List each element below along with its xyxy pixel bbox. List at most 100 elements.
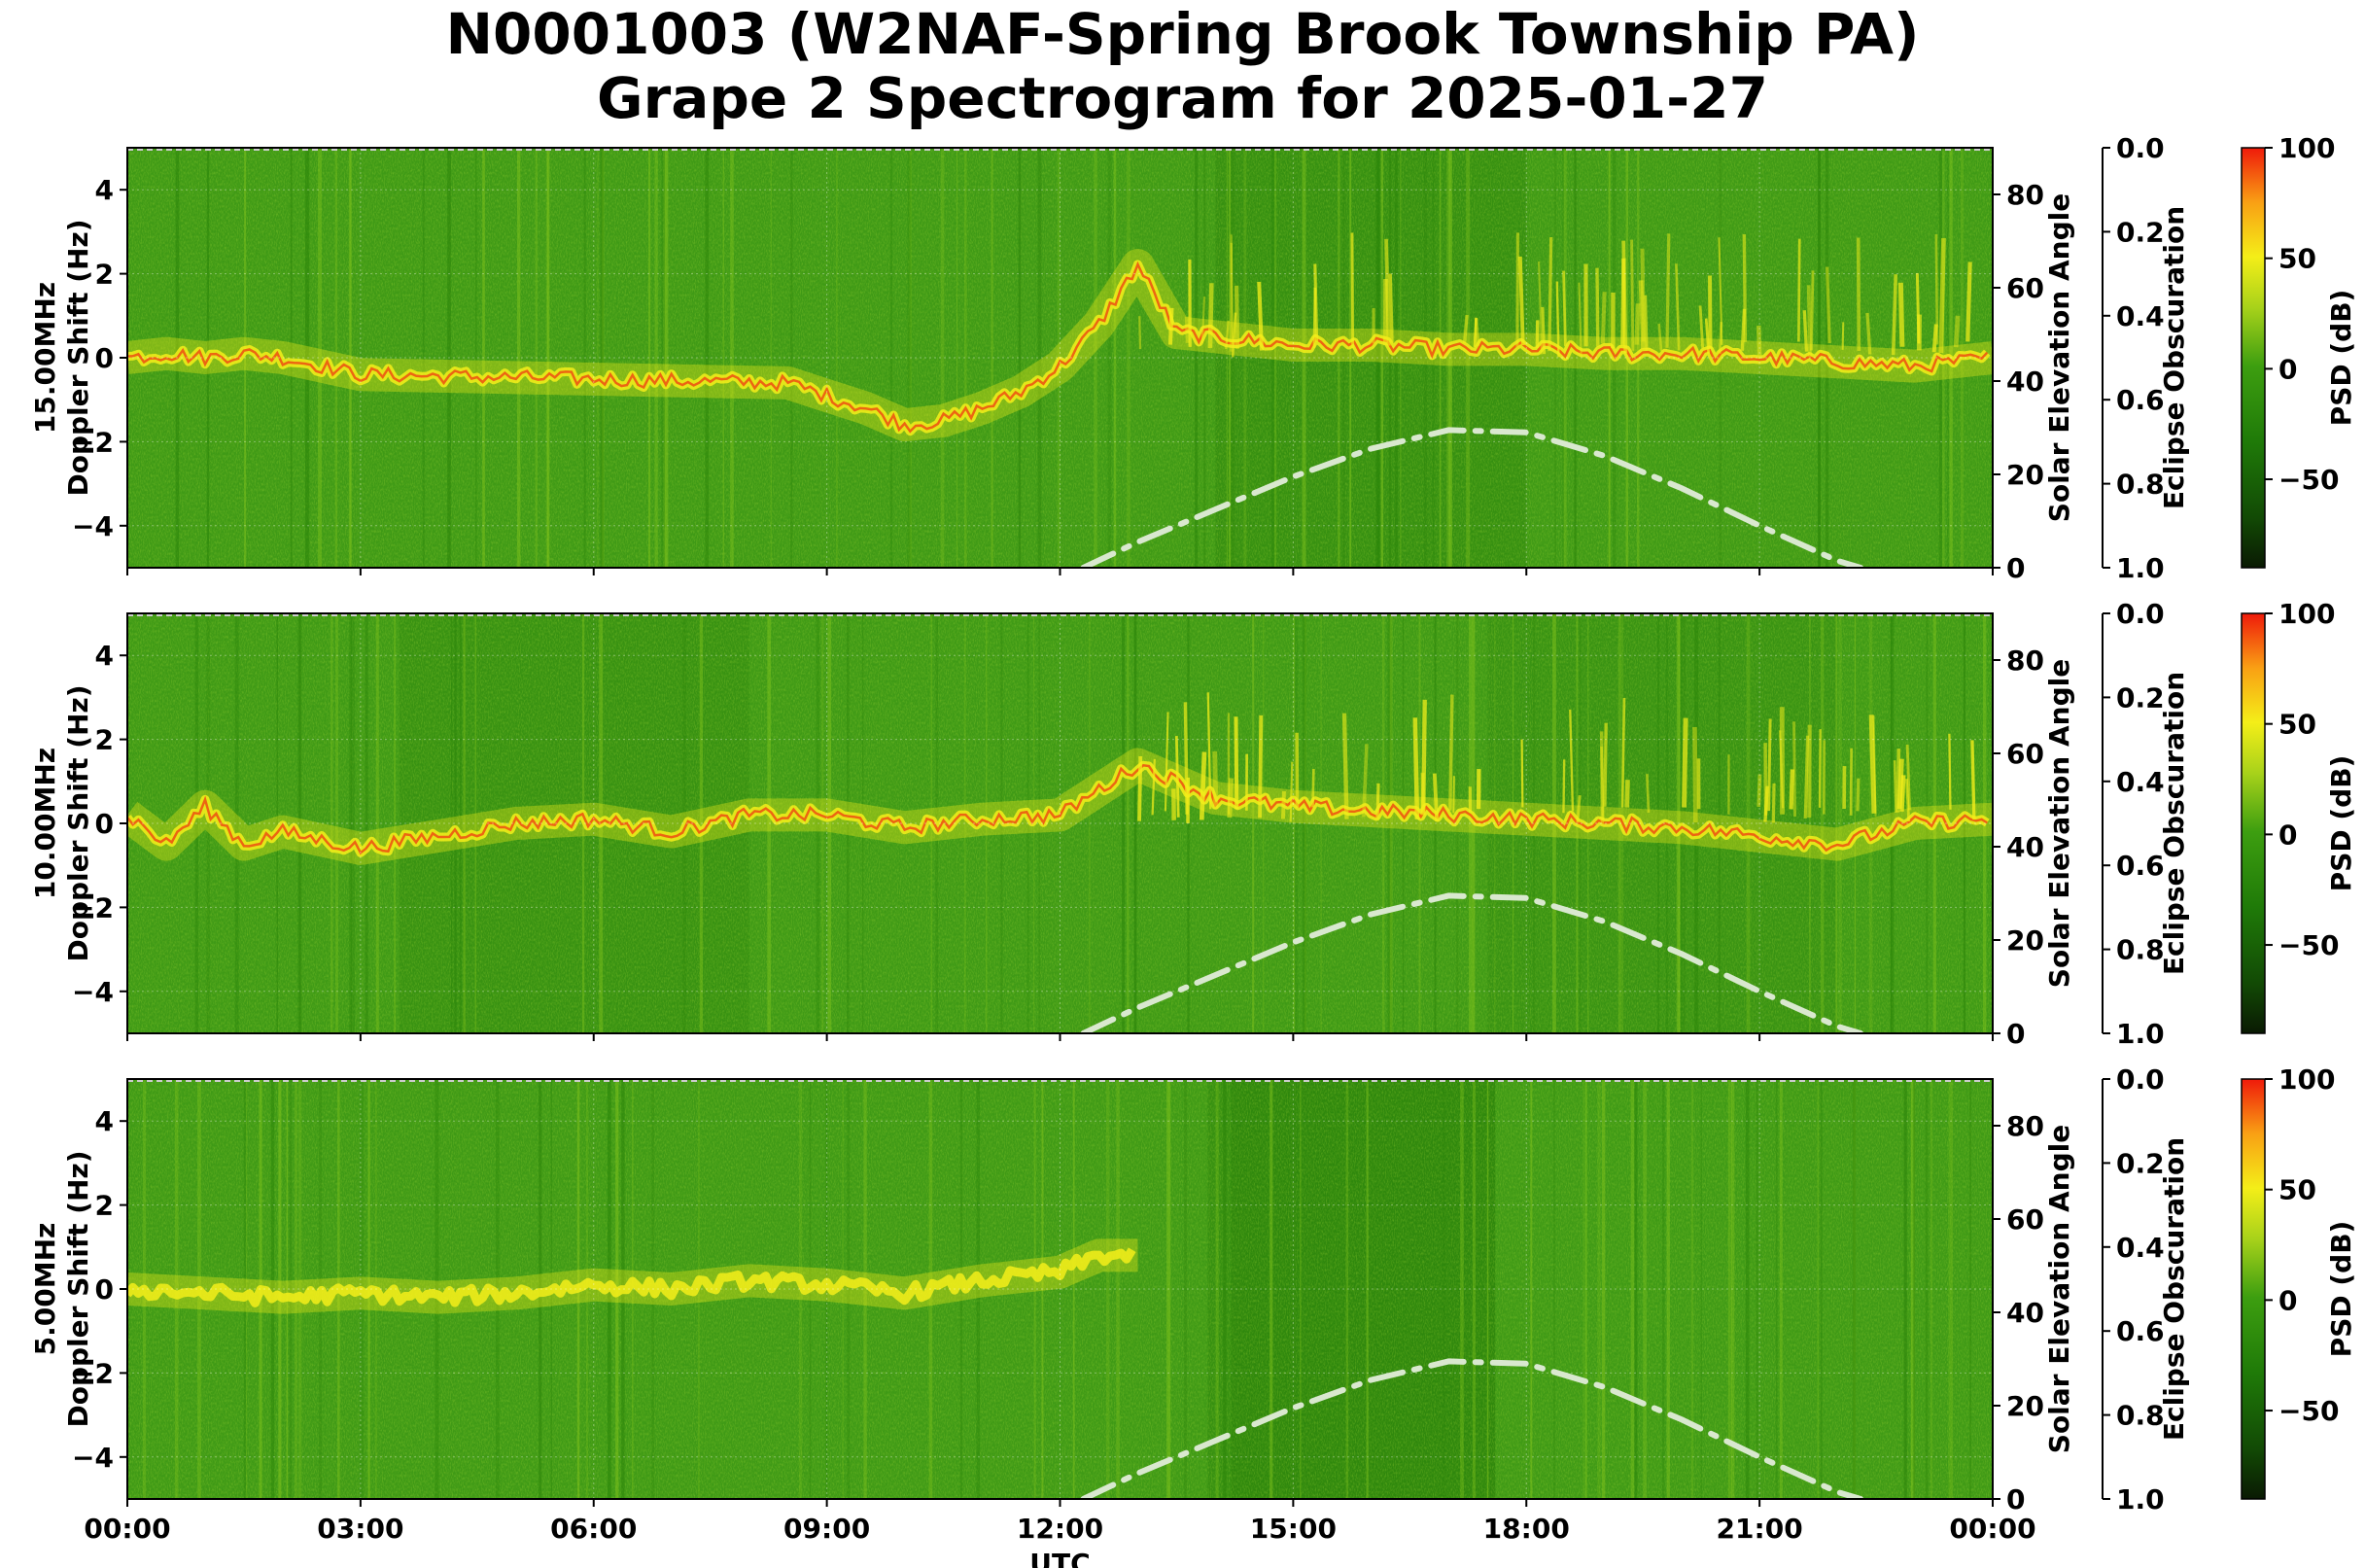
- spectrogram-streak: [1269, 1079, 1273, 1499]
- x-tick-label: 21:00: [1717, 1513, 1803, 1545]
- doppler-spread-spike: [1199, 751, 1207, 820]
- spectrogram-streak: [767, 613, 772, 1033]
- x-axis-label: UTC: [1029, 1548, 1090, 1568]
- doppler-spread-spike: [1578, 282, 1582, 358]
- y3-tick-label: 0.6: [2116, 1315, 2165, 1347]
- doppler-spread-spike: [1938, 237, 1946, 354]
- x-tick-label: 00:00: [84, 1513, 170, 1545]
- doppler-axis-label: Doppler Shift (Hz): [62, 684, 94, 961]
- doppler-spread-spike: [1362, 744, 1369, 818]
- spectrogram-streak: [1553, 1079, 1555, 1499]
- spectrogram-streak: [661, 148, 664, 568]
- doppler-spread-spike: [1740, 308, 1747, 351]
- y3-tick-label: 0.4: [2116, 766, 2165, 798]
- doppler-spread-spike: [1350, 232, 1355, 349]
- spectrogram-streak: [699, 613, 704, 1033]
- psd-colorbar: [2241, 612, 2266, 1034]
- spectrogram-streak: [318, 148, 322, 568]
- doppler-spread-spike: [1212, 750, 1219, 810]
- doppler-spread-spike: [1412, 717, 1420, 819]
- doppler-spread-spike: [1448, 694, 1454, 811]
- doppler-spread-spike: [1868, 714, 1877, 814]
- spectrogram-streak: [1273, 148, 1277, 568]
- y2-tick-label: 80: [2006, 1110, 2044, 1142]
- y-axis-label: 10.00MHzDoppler Shift (Hz): [29, 684, 94, 961]
- colorbar-label: PSD (dB): [2325, 1221, 2357, 1358]
- spectrogram-streak: [298, 613, 302, 1033]
- spectrogram-streak: [963, 613, 966, 1033]
- spectrogram-streak: [1033, 1079, 1036, 1499]
- spectrogram-streak: [1890, 613, 1893, 1033]
- spectrogram-streak: [294, 1079, 298, 1499]
- spectrogram-streak: [1195, 148, 1199, 568]
- doppler-spread-spike: [1897, 282, 1905, 347]
- spectrogram-streak: [956, 148, 958, 568]
- spectrogram-streak: [1113, 148, 1117, 568]
- y3-tick-label: 0.8: [2116, 1400, 2165, 1432]
- spectrogram-streak: [1203, 148, 1206, 568]
- doppler-spread-spike: [1756, 326, 1762, 356]
- y-tick-label: −2: [72, 426, 114, 458]
- spectrogram-streak: [1608, 148, 1611, 568]
- spectrogram-streak: [601, 148, 605, 568]
- doppler-spread-spike: [1206, 692, 1212, 810]
- spectrogram-streak: [1582, 1079, 1584, 1499]
- y-tick-label: 4: [95, 640, 114, 672]
- spectrogram-streak: [459, 613, 462, 1033]
- spectrogram-streak: [278, 1079, 282, 1499]
- spectrogram-streak: [1107, 148, 1112, 568]
- y-tick-label: 4: [95, 1105, 114, 1137]
- chart-title-line-1: N0001003 (W2NAF-Spring Brook Township PA…: [445, 1, 1920, 67]
- spectrogram-streak: [1472, 1079, 1476, 1499]
- doppler-spread-spike: [1849, 748, 1853, 816]
- y3-tick-label: 0.4: [2116, 1232, 2165, 1264]
- spectrogram-streak: [1853, 1079, 1856, 1499]
- doppler-spread-spike: [1164, 712, 1169, 812]
- doppler-spread-spike: [1452, 776, 1455, 814]
- spectrogram-streak: [1166, 1079, 1170, 1499]
- spectrogram-streak: [909, 148, 912, 568]
- spectrogram-streak: [600, 148, 604, 568]
- spectrogram-streak: [276, 613, 278, 1033]
- doppler-spread-spike: [1856, 237, 1861, 352]
- spectrogram-streak: [1448, 148, 1452, 568]
- spectrogram-streak: [349, 613, 352, 1033]
- spectrogram-streak: [1345, 1079, 1349, 1499]
- doppler-spread-spike: [1167, 307, 1174, 345]
- doppler-spread-spike: [1665, 233, 1671, 348]
- spectrogram-streak: [1554, 148, 1556, 568]
- spectrogram-streak: [1694, 613, 1699, 1033]
- x-tick-label: 12:00: [1017, 1513, 1103, 1545]
- spectrogram-streak: [827, 613, 832, 1033]
- doppler-spread-spike: [1174, 736, 1180, 818]
- y2-tick-label: 40: [2006, 831, 2044, 863]
- doppler-spread-spike: [1692, 726, 1698, 823]
- spectrogram-streak: [664, 148, 669, 568]
- y2-tick-label: 0: [2006, 552, 2025, 584]
- spectrogram-streak: [1342, 148, 1345, 568]
- spectrogram-streak: [1948, 1079, 1951, 1499]
- spectrogram-streak: [297, 613, 301, 1033]
- spectrogram-streak: [1300, 1079, 1302, 1499]
- doppler-spread-spike: [1803, 735, 1810, 819]
- y-axis-label: 15.00MHzDoppler Shift (Hz): [29, 219, 94, 496]
- spectrogram-noise: [127, 1079, 1993, 1499]
- doppler-spread-spike: [1806, 285, 1813, 358]
- doppler-axis-label: Doppler Shift (Hz): [62, 219, 94, 496]
- spectrogram-streak: [1443, 1079, 1445, 1499]
- doppler-spread-spike: [1258, 714, 1264, 819]
- doppler-spread-spike: [1576, 795, 1582, 823]
- spectrogram-streak: [451, 613, 453, 1033]
- doppler-spread-spike: [1719, 322, 1722, 354]
- spectrogram-streak: [1293, 613, 1296, 1033]
- y-tick-label: 0: [95, 808, 114, 840]
- spectrogram-streak: [597, 148, 599, 568]
- y2-tick-label: 0: [2006, 1018, 2025, 1050]
- doppler-spread-spike: [1225, 320, 1230, 350]
- spectrogram-streak: [1868, 613, 1873, 1033]
- spectrogram-streak: [330, 613, 333, 1033]
- solar-elevation-axis-label: Solar Elevation Angle: [2043, 659, 2075, 988]
- spectrogram-streak: [1718, 613, 1721, 1033]
- spectrogram-streak: [1089, 613, 1091, 1033]
